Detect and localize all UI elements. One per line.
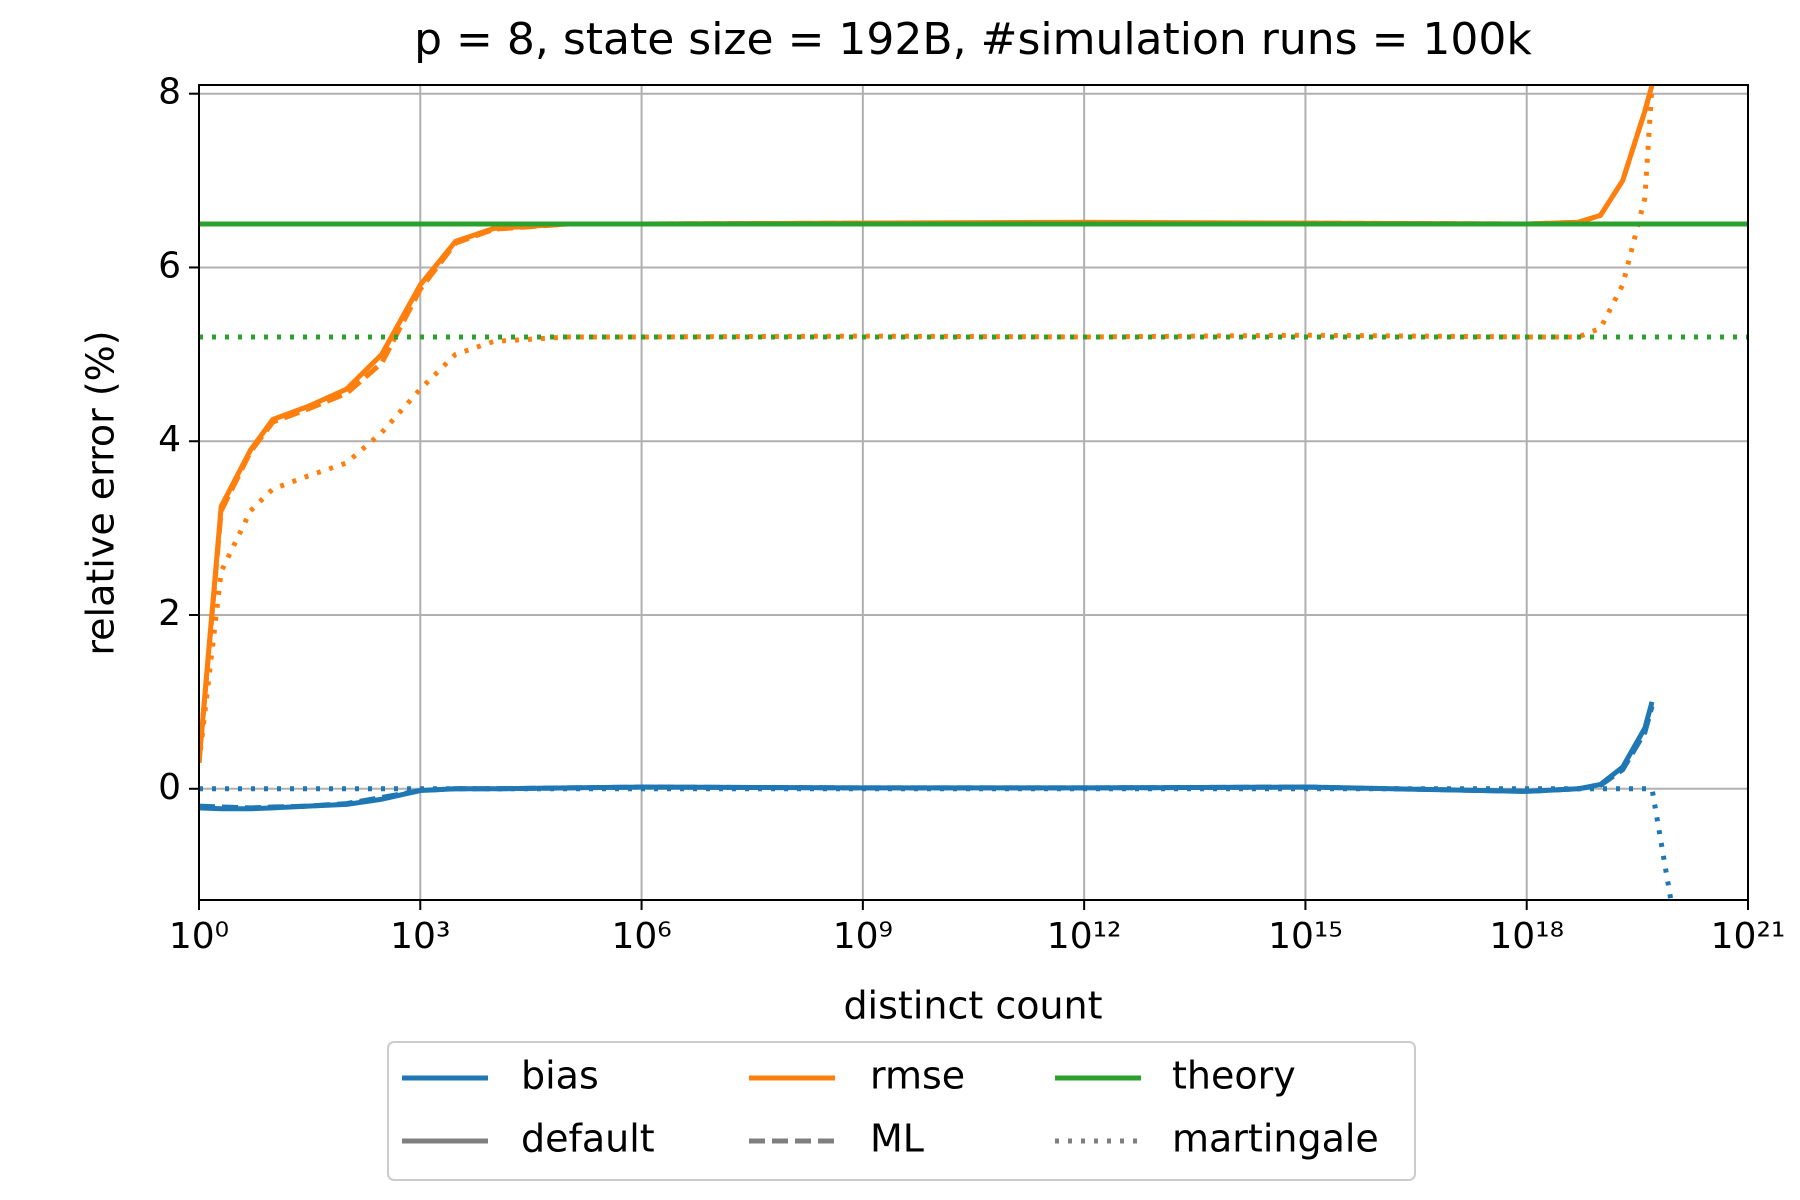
legend-label: bias — [521, 1054, 599, 1098]
legend-label: martingale — [1172, 1117, 1379, 1161]
y-tick-label: 6 — [158, 245, 181, 286]
x-tick-label: 10²¹ — [1711, 916, 1786, 957]
x-axis-label: distinct count — [843, 984, 1102, 1028]
x-tick-label: 10¹⁵ — [1268, 916, 1343, 957]
legend-label: ML — [870, 1117, 924, 1161]
series-line — [199, 705, 1655, 811]
y-tick-label: 2 — [158, 593, 181, 634]
series-line — [199, 85, 1655, 763]
x-tick-label: 10⁶ — [611, 916, 671, 957]
legend-box — [387, 1041, 1416, 1181]
plot-area — [199, 85, 1748, 900]
y-tick-label: 0 — [158, 767, 181, 808]
y-tick-label: 8 — [158, 72, 181, 113]
legend-label: default — [521, 1117, 655, 1161]
grid — [198, 85, 1749, 900]
y-axis-label: relative error (%) — [79, 330, 123, 655]
legend-label: theory — [1172, 1054, 1296, 1098]
legend: bias rmse theory default ML martingale — [402, 1054, 1379, 1161]
axes: 10⁰ 10³ 10⁶ 10⁹ 10¹² 10¹⁵ 10¹⁸ 10²¹ 0 2 4 6 8 — [158, 72, 1785, 957]
legend-label: rmse — [870, 1054, 965, 1098]
y-tick-label: 4 — [158, 419, 181, 460]
x-tick-label: 10⁰ — [169, 916, 229, 957]
chart-title: p = 8, state size = 192B, #simulation ru… — [414, 14, 1532, 65]
axes-frame — [198, 84, 1749, 901]
x-tick-label: 10¹² — [1047, 916, 1122, 957]
series-line — [199, 85, 1655, 763]
x-tick-label: 10⁹ — [833, 916, 893, 957]
x-tick-label: 10³ — [390, 916, 450, 957]
x-tick-label: 10¹⁸ — [1489, 916, 1564, 957]
series-line — [199, 786, 1674, 900]
series-line — [199, 85, 1655, 764]
